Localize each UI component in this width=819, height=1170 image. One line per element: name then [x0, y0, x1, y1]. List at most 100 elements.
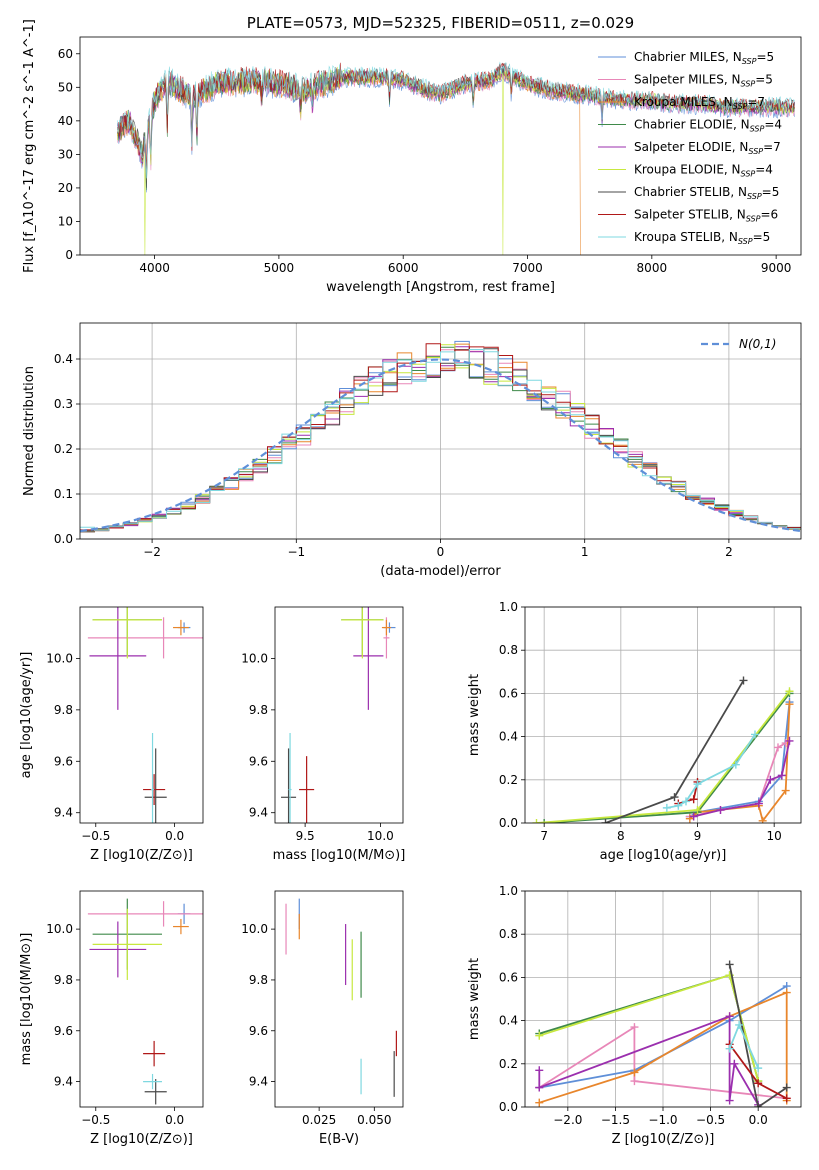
errorbar-kroupa-elodie: [341, 607, 384, 659]
series-kroupa-stelib: [725, 1020, 763, 1073]
series-line: [539, 974, 760, 1082]
x-tick-label: 0.0: [165, 1113, 184, 1127]
axes-frame: [79, 322, 802, 540]
series-chabrier-stelib: [601, 676, 748, 823]
x-tick-label: 0.050: [357, 1113, 391, 1127]
y-tick-label: 9.4: [54, 806, 73, 820]
series-marker: [754, 799, 763, 808]
y-axis-label: age [log10(age/yr)]: [19, 652, 34, 779]
x-tick-label: 0: [437, 545, 445, 559]
y-tick-label: 0.8: [499, 927, 518, 941]
x-axis-label: (data-model)/error: [380, 564, 501, 579]
series-marker: [725, 960, 734, 969]
normal-curve: [80, 358, 801, 533]
series-marker: [730, 1059, 739, 1068]
series-marker: [785, 687, 794, 696]
series-marker: [751, 730, 759, 739]
series-marker: [782, 1083, 791, 1092]
series-marker: [630, 1077, 639, 1086]
errorbar-salpeter-miles: [87, 901, 203, 927]
y-tick-label: 9.4: [249, 806, 268, 820]
legend-label-sub: SSP: [746, 215, 761, 224]
x-tick-label: 0.0: [165, 829, 184, 843]
panel-age-vs-mass: 9.5 10.0 9.4 9.6 9.8 10.0 mass [log10(M/M⊙)]: [241, 606, 406, 863]
y-tick-label: 9.4: [249, 1075, 268, 1089]
legend-label-normal: N(0,1): [739, 337, 776, 351]
plot-area-mass-vs-EBV: [285, 898, 397, 1097]
axes-frame: [79, 606, 204, 824]
plot-area-weight-vs-Z: [535, 960, 791, 1107]
series-kroupa-elodie: [532, 687, 794, 823]
series-marker: [785, 700, 794, 709]
x-tick-label: −1: [287, 545, 305, 559]
x-tick-label: 8: [617, 829, 625, 843]
series-line: [538, 1025, 787, 1100]
y-tick-label: 0.2: [499, 773, 518, 787]
series-line: [539, 974, 760, 1082]
y-tick-label: 0.6: [499, 970, 518, 984]
x-tick-label: 5000: [264, 261, 295, 275]
series-marker: [754, 1103, 763, 1107]
series-marker: [716, 806, 725, 815]
series-marker: [535, 1083, 544, 1092]
legend-label-main: Chabrier ELODIE, N: [634, 118, 750, 132]
y-tick-label: 9.4: [54, 1075, 73, 1089]
y-tick-label: 0.6: [499, 686, 518, 700]
spectrum-series-kroupa-stelib: [117, 61, 795, 179]
y-axis-label: mass [log10(M/M⊙)]: [19, 933, 34, 1066]
axes-frame: [79, 890, 204, 1108]
plot-area-mass-vs-Z: [87, 898, 203, 1105]
legend-label-tail: =7: [747, 95, 765, 109]
series-marker: [725, 1096, 734, 1105]
legend-label-tail: =4: [764, 118, 782, 132]
series-marker: [781, 786, 790, 795]
y-tick-label: 0.3: [54, 397, 73, 411]
errorbar-kroupa-stelib: [288, 733, 292, 823]
series-line: [539, 985, 788, 1089]
y-tick-label: 10.0: [241, 922, 268, 936]
errorbar-chabrier-stelib: [144, 1079, 167, 1105]
x-tick-label: 9: [694, 829, 702, 843]
x-tick-label: −0.5: [81, 829, 110, 843]
y-tick-label: 9.8: [54, 703, 73, 717]
y-tick-label: 1.0: [499, 600, 518, 614]
series-marker: [693, 780, 702, 789]
legend-label-main: Salpeter ELODIE, N: [634, 140, 748, 154]
errorbar-kroupa-miles: [173, 918, 189, 935]
panel-age-vs-Z: −0.5 0.0 9.4 9.6 9.8 10.0 Z [log10(Z/Z⊙)] age […: [19, 606, 204, 863]
legend-label-main: Kroupa MILES, N: [634, 95, 733, 109]
errorbar-salpeter-elodie: [89, 921, 147, 978]
y-tick-label: 10.0: [241, 651, 268, 665]
figure-title: PLATE=0573, MJD=52325, FIBERID=0511, z=0…: [247, 14, 634, 32]
errorbar-kroupa-stelib: [143, 1073, 162, 1090]
y-tick-label: 9.8: [249, 973, 268, 987]
y-axis-label: mass weight: [467, 958, 482, 1040]
legend-label-sub: SSP: [733, 102, 748, 111]
panel-mass-vs-EBV: 0.025 0.050 9.4 9.6 9.8 10.0 E(B-V): [241, 890, 404, 1147]
series-marker: [674, 801, 683, 810]
series-marker: [782, 988, 791, 997]
x-tick-label: −1.0: [648, 1113, 677, 1127]
y-tick-label: 9.8: [54, 973, 73, 987]
series-marker: [532, 819, 541, 823]
y-tick-label: 0.0: [499, 816, 518, 830]
series-salpeter-elodie: [689, 736, 794, 821]
x-axis-label: mass [log10(M/M⊙)]: [273, 848, 406, 863]
y-tick-label: 30: [58, 147, 73, 161]
series-salpeter-elodie: [535, 1012, 763, 1107]
legend-label-tail: =4: [755, 163, 773, 177]
legend-label-sub: SSP: [747, 192, 762, 201]
legend-label-tail: =5: [756, 50, 774, 64]
series-marker: [670, 793, 679, 802]
series-marker: [689, 812, 698, 821]
legend-label-sub: SSP: [741, 170, 756, 179]
x-tick-label: 10.0: [367, 829, 394, 843]
errorbar-salpeter-stelib: [299, 756, 315, 823]
legend-label-tail: =5: [755, 73, 773, 87]
legend-label: Salpeter MILES, NSSP=5: [634, 73, 773, 89]
y-axis-label: mass weight: [467, 674, 482, 756]
errorbar-chabrier-stelib: [281, 748, 297, 823]
series-marker: [739, 676, 748, 685]
